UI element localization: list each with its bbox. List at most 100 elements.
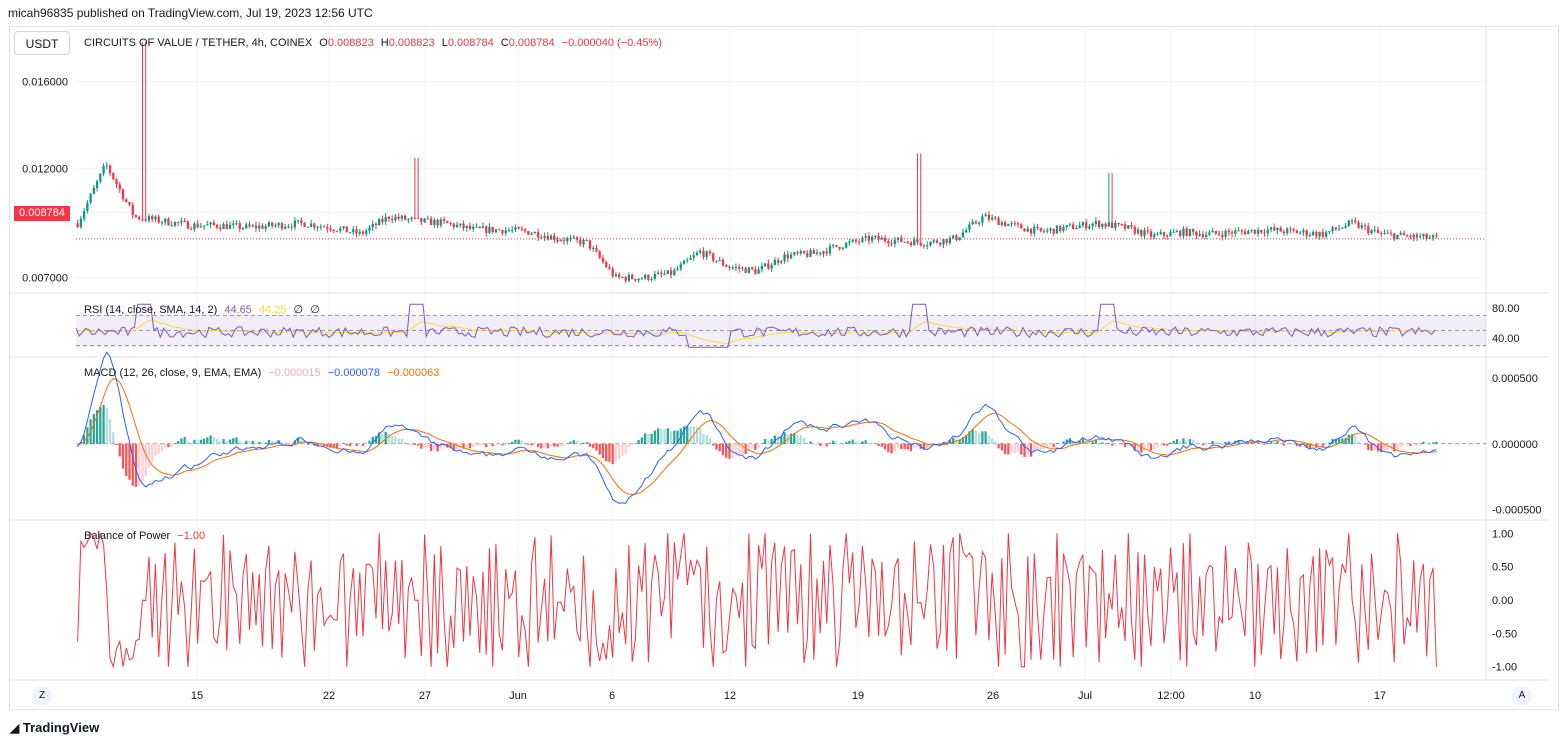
macd-histogram-bar bbox=[1354, 435, 1357, 444]
candle-body bbox=[1023, 228, 1026, 232]
candle-body bbox=[1266, 229, 1269, 234]
macd-histogram-bar bbox=[426, 443, 429, 448]
currency-button[interactable]: USDT bbox=[14, 31, 70, 55]
candle-body bbox=[530, 233, 533, 235]
macd-histogram-bar bbox=[903, 443, 906, 450]
macd-histogram-bar bbox=[144, 443, 147, 477]
macd-histogram-bar bbox=[167, 443, 170, 448]
macd-histogram-bar bbox=[384, 431, 387, 444]
candle-body bbox=[968, 224, 971, 230]
macd-histogram-bar bbox=[410, 443, 413, 445]
macd-histogram-bar bbox=[1208, 442, 1211, 444]
timezone-left-button[interactable]: Z bbox=[32, 686, 52, 706]
macd-histogram-bar bbox=[352, 443, 355, 445]
candle-body bbox=[1146, 230, 1149, 232]
bop-name: Balance of Power bbox=[84, 530, 171, 542]
candle-body bbox=[643, 274, 647, 279]
macd-histogram-bar bbox=[1276, 441, 1279, 444]
macd-tick-label: 0.000000 bbox=[1492, 439, 1538, 451]
candle-body bbox=[825, 251, 828, 254]
macd-histogram-bar bbox=[125, 443, 128, 476]
candle-body bbox=[913, 239, 916, 246]
candle-body bbox=[400, 215, 404, 219]
macd-histogram-bar bbox=[433, 443, 436, 450]
candle-body bbox=[245, 224, 248, 229]
macd-histogram-bar bbox=[1026, 443, 1029, 456]
candle-body bbox=[1347, 220, 1350, 226]
macd-histogram-bar bbox=[1273, 441, 1276, 444]
candle-body bbox=[157, 216, 160, 223]
candle-body bbox=[332, 229, 335, 231]
macd-histogram-bar bbox=[287, 443, 290, 445]
macd-histogram-bar bbox=[559, 443, 562, 447]
candle-body bbox=[1130, 225, 1133, 227]
auto-scale-button[interactable]: A bbox=[1512, 686, 1532, 706]
macd-histogram-bar bbox=[760, 443, 763, 444]
candle-body bbox=[1299, 232, 1302, 234]
candle-body bbox=[656, 272, 660, 275]
macd-histogram-bar bbox=[1088, 442, 1091, 444]
candle-body bbox=[277, 223, 280, 226]
candle-body bbox=[929, 241, 932, 246]
candle-body bbox=[1094, 220, 1098, 224]
macd-histogram-bar bbox=[660, 428, 663, 444]
macd-histogram-bar bbox=[1120, 443, 1123, 445]
candle-body bbox=[1046, 230, 1049, 232]
candle-body bbox=[955, 235, 958, 241]
macd-histogram-bar bbox=[1123, 443, 1127, 447]
macd-histogram-bar bbox=[118, 443, 121, 457]
candle-body bbox=[1195, 231, 1198, 236]
macd-histogram-bar bbox=[1094, 439, 1098, 444]
macd-legend: MACD (12, 26, close, 9, EMA, EMA) −0.000… bbox=[84, 367, 439, 379]
candle-body bbox=[1179, 230, 1182, 236]
macd-histogram-bar bbox=[1182, 438, 1185, 444]
candle-body bbox=[1039, 227, 1042, 231]
macd-histogram-bar bbox=[1237, 440, 1240, 444]
macd-histogram-bar bbox=[1016, 443, 1020, 453]
x-tick-label: 27 bbox=[419, 690, 431, 702]
macd-histogram-bar bbox=[1201, 443, 1205, 446]
candle-body bbox=[1419, 236, 1422, 238]
change-value: −0.000040 (−0.45%) bbox=[561, 37, 662, 49]
candle-body bbox=[767, 263, 770, 269]
macd-histogram-bar bbox=[1003, 443, 1007, 454]
candle-body bbox=[1253, 229, 1256, 234]
candle-body bbox=[1062, 227, 1065, 232]
macd-histogram-bar bbox=[708, 438, 712, 444]
candle-body bbox=[251, 225, 254, 227]
rsi-sma-value: 44.25 bbox=[258, 304, 287, 316]
macd-histogram-bar bbox=[387, 433, 391, 444]
macd-histogram-bar bbox=[248, 441, 251, 444]
candle-body bbox=[131, 204, 134, 216]
macd-histogram-bar bbox=[381, 433, 384, 444]
macd-histogram-bar bbox=[316, 443, 319, 447]
macd-histogram-bar bbox=[413, 443, 417, 445]
macd-histogram-bar bbox=[806, 442, 809, 444]
candle-body bbox=[1117, 222, 1120, 225]
macd-histogram-bar bbox=[391, 436, 394, 444]
candle-body bbox=[601, 257, 605, 263]
macd-histogram-bar bbox=[170, 443, 173, 447]
candle-body bbox=[1386, 232, 1389, 234]
candle-body bbox=[1292, 229, 1295, 231]
macd-histogram-bar bbox=[893, 443, 896, 452]
macd-histogram-bar bbox=[1435, 441, 1438, 444]
candle-body bbox=[1237, 230, 1240, 232]
candle-body bbox=[128, 201, 131, 205]
macd-histogram-bar bbox=[225, 441, 228, 444]
macd-histogram-bar bbox=[634, 443, 637, 444]
macd-histogram-bar bbox=[284, 443, 287, 445]
candle-body bbox=[446, 220, 449, 223]
close-label: C bbox=[500, 37, 509, 49]
candle-body bbox=[585, 239, 588, 241]
macd-histogram-bar bbox=[160, 443, 164, 452]
macd-histogram-bar bbox=[180, 438, 183, 444]
x-tick-label: 12 bbox=[724, 690, 736, 702]
macd-histogram-bar bbox=[1078, 440, 1081, 444]
candle-body bbox=[248, 224, 251, 227]
candle-body bbox=[789, 254, 793, 259]
candle-body bbox=[974, 221, 978, 224]
candle-body bbox=[935, 240, 939, 243]
candle-body bbox=[965, 229, 968, 233]
